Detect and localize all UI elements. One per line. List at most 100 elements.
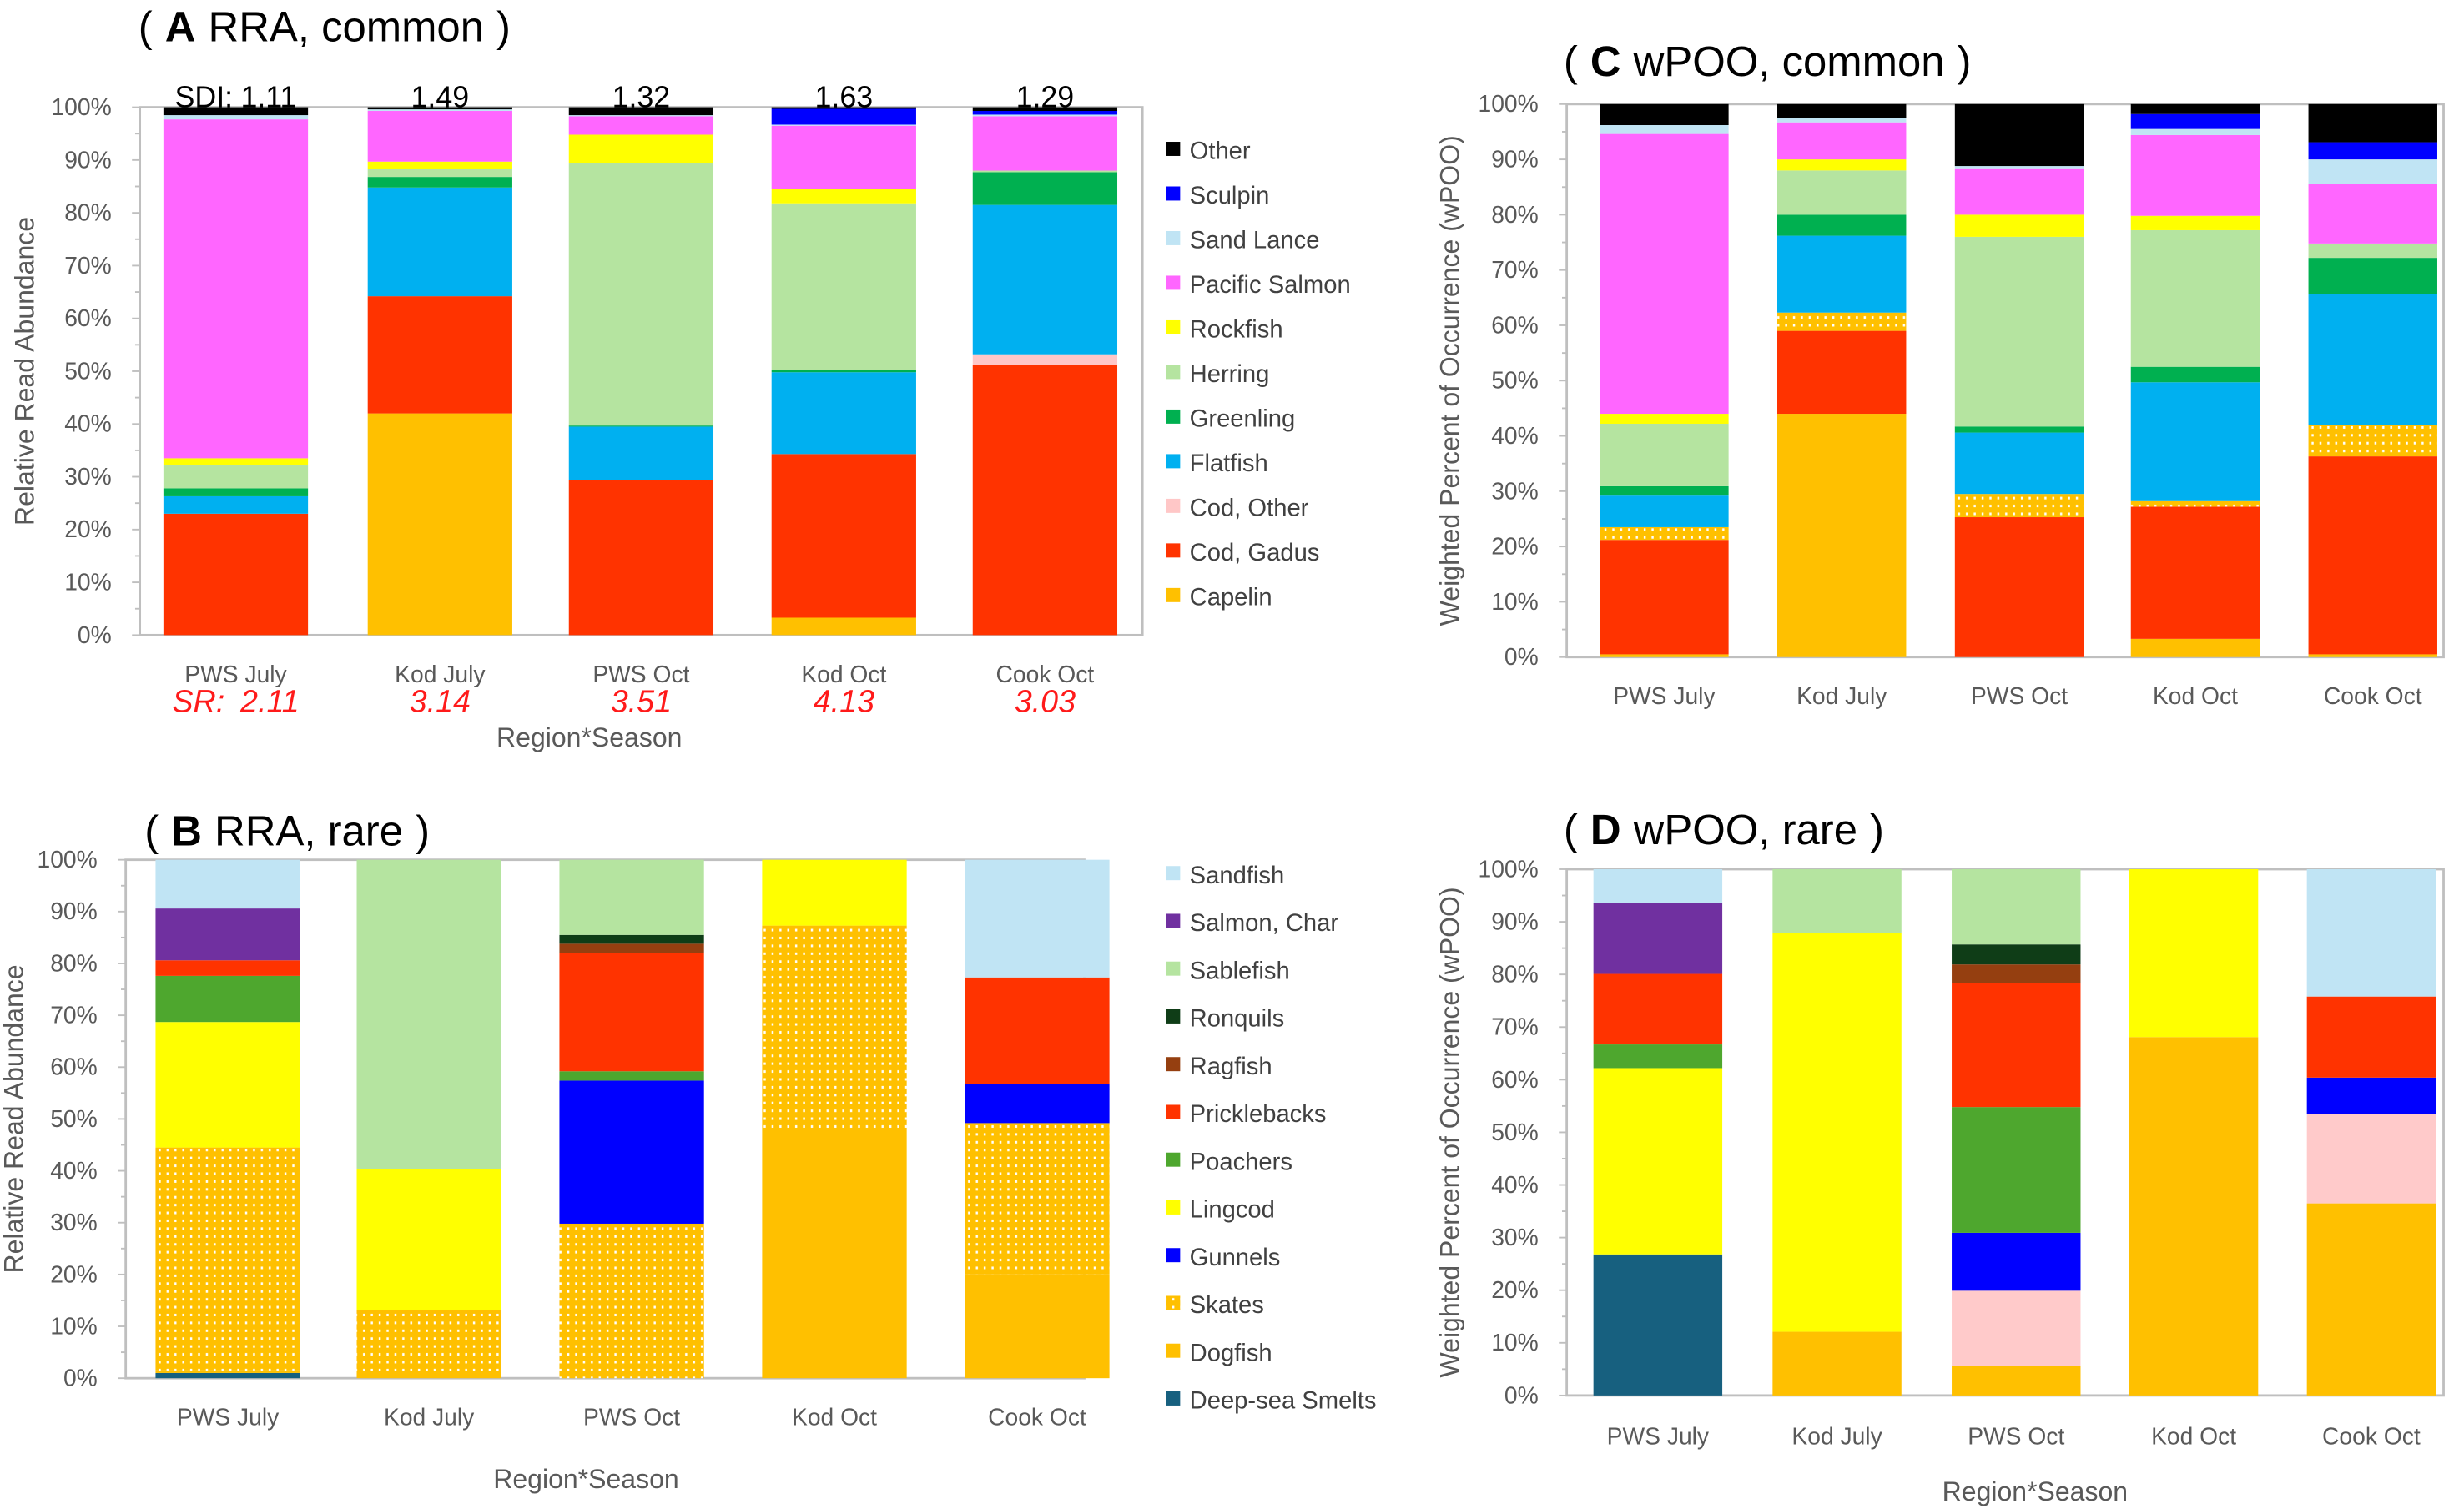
bar-segment-greenling-cook-oct bbox=[2308, 258, 2437, 294]
bar-segment-capelin-kod-oct bbox=[2130, 638, 2260, 657]
title-part-title: wPOO, common bbox=[1633, 38, 1945, 85]
bar-segment-dogfish-kod-july bbox=[356, 1376, 501, 1379]
bar-segment-herring-cook-oct bbox=[2308, 243, 2437, 259]
x-tick-label: Kod Oct bbox=[801, 661, 886, 687]
bar-segment-herring-cook-oct bbox=[972, 170, 1118, 173]
bar-segment-pacific-salmon-kod-july bbox=[367, 111, 512, 162]
bar-segment-greenling-kod-july bbox=[1777, 214, 1907, 236]
bar-segment-rockfish-kod-oct bbox=[771, 189, 916, 204]
panel-title: (B RRA, rare) bbox=[144, 807, 430, 855]
y-tick-label: 70% bbox=[64, 252, 112, 279]
x-tick-label: Kod July bbox=[395, 661, 486, 687]
bar-segment-herring-pws-july bbox=[1600, 423, 1729, 486]
bar-segment-pricklebacks-cook-oct bbox=[965, 977, 1110, 1084]
title-part-title_letter: D bbox=[1590, 806, 1621, 853]
x-tick-label: Kod Oct bbox=[2153, 682, 2238, 709]
y-tick-label: 20% bbox=[64, 516, 112, 542]
bar-segment-cod-gadus-kod-july bbox=[367, 296, 512, 414]
bar-segment-sculpin-kod-oct bbox=[2130, 113, 2260, 129]
legend-swatch bbox=[1166, 409, 1181, 424]
bar-segment-skates-pws-july bbox=[155, 1147, 300, 1371]
bar-segment-cod-gadus-pws-july bbox=[1600, 540, 1729, 655]
title-part-title_open: ( bbox=[1564, 38, 1578, 85]
y-tick-label: 100% bbox=[1479, 855, 1539, 882]
y-tick-label: 40% bbox=[1491, 1171, 1539, 1198]
bar-segment-capelin-pws-july bbox=[1600, 654, 1729, 657]
bar-segment-poachers-pws-oct bbox=[559, 1071, 704, 1081]
x-axis-label: Region*Season bbox=[496, 722, 682, 752]
bar-segment-greenling-pws-july bbox=[1600, 485, 1729, 496]
bar-segment-sand-lance-kod-oct bbox=[2130, 128, 2260, 135]
bar-segment-other-kod-oct bbox=[771, 107, 916, 109]
y-tick-label: 20% bbox=[50, 1260, 98, 1287]
bar-segment-skates-kod-oct bbox=[762, 925, 907, 1129]
bar-segment-cod-other-cook-oct bbox=[2308, 425, 2437, 457]
sdi-value: 1.63 bbox=[815, 81, 874, 114]
panel-a: (A RRA, common) 0% 10% 20% 30% 40% 50% 60% 70% 80%… bbox=[9, 3, 1350, 752]
x-tick-label: PWS July bbox=[1613, 682, 1716, 709]
bar-segment-flatfish-pws-oct bbox=[568, 426, 714, 480]
title-part-title_close: ) bbox=[496, 3, 511, 50]
bar-segment-sculpin-cook-oct bbox=[2308, 142, 2437, 160]
y-tick-label: 0% bbox=[63, 1365, 98, 1391]
x-tick-label: Cook Oct bbox=[996, 661, 1095, 687]
bar-segment-sculpin-kod-oct bbox=[771, 108, 916, 125]
legend-swatch bbox=[1166, 454, 1181, 469]
legend-swatch bbox=[1166, 1391, 1181, 1406]
bar-segment-sand-lance-cook-oct bbox=[972, 114, 1118, 117]
sr-number: 2.11 bbox=[239, 684, 300, 719]
bar-segment-pricklebacks-cook-oct bbox=[2306, 996, 2436, 1078]
bar-segment-skates-pws-oct bbox=[559, 1223, 704, 1379]
sr-value: 3.03 bbox=[1015, 684, 1076, 719]
bar-segment-sandfish-cook-oct bbox=[965, 859, 1110, 978]
bar-segment-cod-gadus-pws-oct bbox=[568, 480, 714, 636]
bar-segment-capelin-kod-july bbox=[1777, 414, 1907, 657]
x-tick-label: PWS July bbox=[177, 1404, 280, 1431]
bar-segment-other-kod-oct bbox=[2130, 103, 2260, 114]
bar-segment-deep-sea-smelts-pws-july bbox=[155, 1372, 300, 1379]
legend-swatch bbox=[1166, 186, 1181, 201]
bar-segment-dogfish-kod-oct bbox=[762, 1129, 907, 1379]
legend-label: Rockfish bbox=[1190, 317, 1283, 344]
legend-label: Deep-sea Smelts bbox=[1190, 1388, 1377, 1415]
sr-value: 4.13 bbox=[814, 684, 874, 719]
bar-segment-dogfish-pws-oct bbox=[1952, 1366, 2081, 1396]
y-tick-label: 50% bbox=[1491, 367, 1539, 394]
bar-segment-herring-kod-oct bbox=[771, 203, 916, 370]
bar-segment-skates-cook-oct bbox=[2306, 1114, 2436, 1204]
bar-segment-pacific-salmon-kod-july bbox=[1777, 122, 1907, 160]
bar-segment-capelin-cook-oct bbox=[2308, 654, 2437, 657]
legend-label: Ragfish bbox=[1190, 1054, 1272, 1080]
bar-segment-pacific-salmon-pws-july bbox=[163, 119, 309, 459]
legend-label: Pricklebacks bbox=[1190, 1101, 1327, 1128]
bar-segment-sand-lance-pws-oct bbox=[568, 115, 714, 117]
bar-segment-lingcod-kod-oct bbox=[2129, 868, 2259, 1038]
bar-segment-greenling-cook-oct bbox=[972, 172, 1118, 205]
y-tick-label: 40% bbox=[50, 1157, 98, 1184]
bar-segment-greenling-kod-oct bbox=[2130, 366, 2260, 383]
bar-segment-skates-pws-oct bbox=[1952, 1290, 2081, 1366]
bar-segment-pacific-salmon-cook-oct bbox=[972, 116, 1118, 171]
bar-segment-pricklebacks-pws-july bbox=[155, 960, 300, 976]
legend-label: Cod, Other bbox=[1190, 495, 1309, 522]
y-axis-label: Weighted Percent of Occurrence (wPOO) bbox=[1435, 135, 1465, 626]
sdi-number: 1.11 bbox=[240, 81, 296, 114]
bar-segment-salmon-char-pws-july bbox=[1593, 903, 1723, 974]
legend-swatch bbox=[1166, 1009, 1181, 1024]
y-axis-label: Relative Read Abundance bbox=[9, 217, 39, 526]
bar-segment-poachers-pws-july bbox=[1593, 1044, 1723, 1069]
x-axis-label: Region*Season bbox=[1942, 1476, 2128, 1506]
sdi-number: 1.63 bbox=[815, 81, 874, 114]
bar-segment-sandfish-cook-oct bbox=[2306, 868, 2436, 997]
y-tick-label: 100% bbox=[38, 846, 98, 873]
legend-label: Ronquils bbox=[1190, 1006, 1285, 1033]
legend-label: Dogfish bbox=[1190, 1340, 1272, 1366]
bar-segment-rockfish-kod-july bbox=[367, 161, 512, 169]
bar-segment-dogfish-kod-oct bbox=[2129, 1037, 2259, 1396]
bar-segment-rockfish-pws-july bbox=[1600, 414, 1729, 424]
title-part-title_close: ) bbox=[416, 807, 430, 855]
panel-title: (A RRA, common) bbox=[139, 3, 511, 50]
title-part-title: wPOO, rare bbox=[1633, 806, 1857, 853]
legend-swatch bbox=[1166, 913, 1181, 928]
bar-segment-skates-cook-oct bbox=[965, 1123, 1110, 1275]
